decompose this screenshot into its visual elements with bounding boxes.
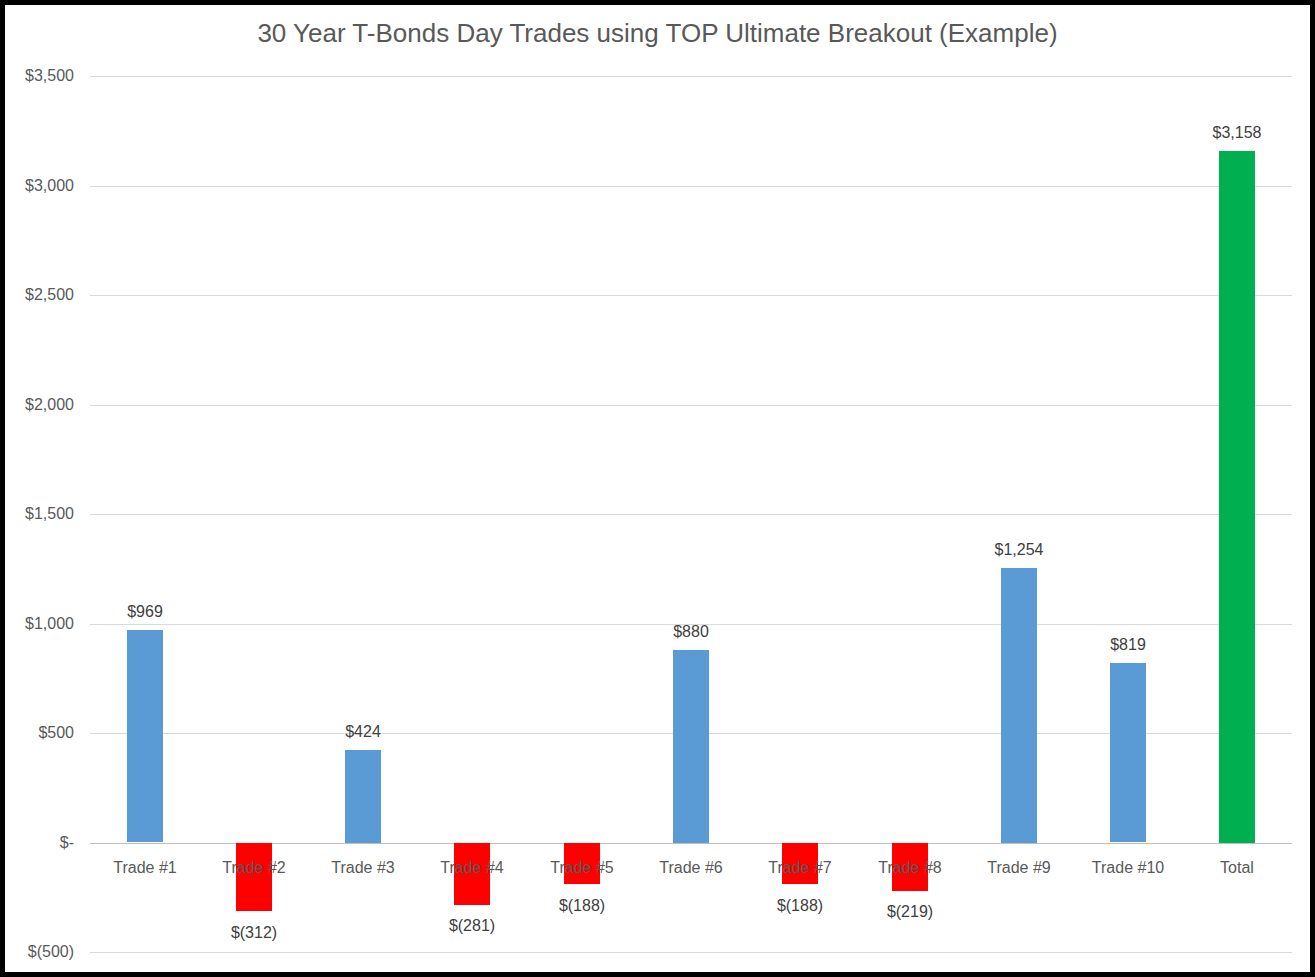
x-label-trade-9: Trade #9 — [964, 858, 1074, 878]
bar-trade-3 — [345, 750, 381, 843]
x-label-trade-7: Trade #7 — [745, 858, 855, 878]
data-label-trade-7: $(188) — [740, 896, 860, 916]
gridline-3000 — [90, 186, 1292, 187]
data-label-trade-4: $(281) — [412, 916, 532, 936]
x-label-trade-3: Trade #3 — [308, 858, 418, 878]
x-label-trade-1: Trade #1 — [90, 858, 200, 878]
bar-total — [1219, 151, 1255, 843]
y-tick-label-1500: $1,500 — [0, 504, 74, 524]
x-label-trade-2: Trade #2 — [199, 858, 309, 878]
y-tick-label-2500: $2,500 — [0, 285, 74, 305]
data-label-trade-5: $(188) — [522, 896, 642, 916]
x-label-trade-10: Trade #10 — [1073, 858, 1183, 878]
y-tick-label-500: $500 — [0, 723, 74, 743]
y-tick-label-1000: $1,000 — [0, 614, 74, 634]
gridline-3500 — [90, 76, 1292, 77]
y-tick-label--500: $(500) — [0, 942, 74, 962]
y-tick-label-0: $- — [0, 833, 74, 853]
data-label-trade-8: $(219) — [850, 902, 970, 922]
x-label-trade-6: Trade #6 — [636, 858, 746, 878]
data-label-trade-1: $969 — [85, 602, 205, 622]
data-label-trade-6: $880 — [631, 622, 751, 642]
data-label-trade-3: $424 — [303, 722, 423, 742]
bar-trade-1 — [127, 630, 163, 842]
data-label-total: $3,158 — [1177, 123, 1297, 143]
y-tick-label-3000: $3,000 — [0, 176, 74, 196]
x-label-total: Total — [1182, 858, 1292, 878]
gridline-1500 — [90, 514, 1292, 515]
data-label-trade-10: $819 — [1068, 635, 1188, 655]
bar-chart: 30 Year T-Bonds Day Trades using TOP Ult… — [0, 0, 1315, 977]
bar-trade-6 — [673, 650, 709, 843]
gridline-2500 — [90, 295, 1292, 296]
gridline-2000 — [90, 405, 1292, 406]
x-label-trade-5: Trade #5 — [527, 858, 637, 878]
gridline--500 — [90, 952, 1292, 953]
y-tick-label-3500: $3,500 — [0, 66, 74, 86]
x-label-trade-8: Trade #8 — [855, 858, 965, 878]
y-tick-label-2000: $2,000 — [0, 395, 74, 415]
x-label-trade-4: Trade #4 — [417, 858, 527, 878]
chart-title: 30 Year T-Bonds Day Trades using TOP Ult… — [0, 18, 1315, 49]
data-label-trade-2: $(312) — [194, 923, 314, 943]
data-label-trade-9: $1,254 — [959, 540, 1079, 560]
bar-trade-9 — [1001, 568, 1037, 843]
bar-trade-10 — [1110, 663, 1146, 842]
